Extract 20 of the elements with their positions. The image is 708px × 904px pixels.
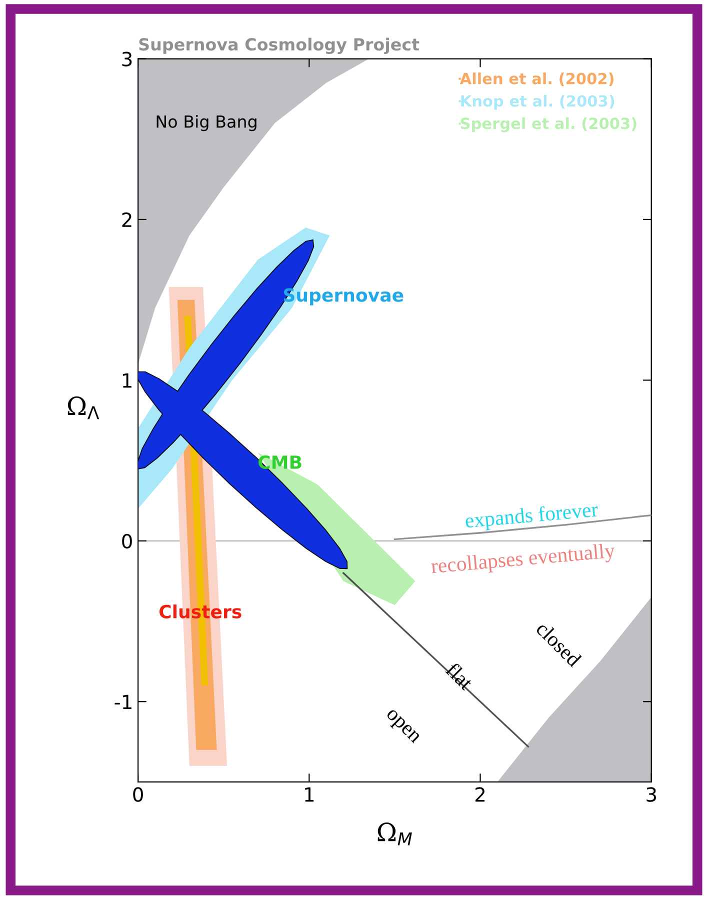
annotation: flat (444, 661, 475, 691)
annotation: expands forever (465, 501, 599, 532)
x-tick-label: 3 (646, 787, 656, 802)
annotation: recollapses eventually (430, 542, 616, 578)
chart-title: Supernova Cosmology Project (139, 38, 420, 54)
x-tick-label: 2 (476, 787, 484, 802)
x-tick-label: 0 (133, 787, 143, 802)
y-tick-label: 3 (122, 52, 132, 66)
y-tick-label: 1 (122, 373, 132, 388)
legend-label: Knop et al. (2003) (461, 94, 614, 110)
x-axis-title: Ω$_{M}$ (378, 822, 412, 846)
x-tick-label: 1 (305, 787, 314, 802)
legend-label: Allen et al. (2002) (460, 72, 614, 86)
y-axis-title: Ω$_{Λ}$ (68, 396, 100, 420)
y-tick-label: 2 (122, 212, 132, 227)
annotation: No Big Bang (156, 114, 256, 132)
y-tick-label: -1 (114, 694, 132, 709)
annotation: open (382, 708, 421, 746)
y-tick-label: 0 (122, 534, 132, 549)
legend-label: Spergel et al. (2003) (460, 117, 636, 132)
